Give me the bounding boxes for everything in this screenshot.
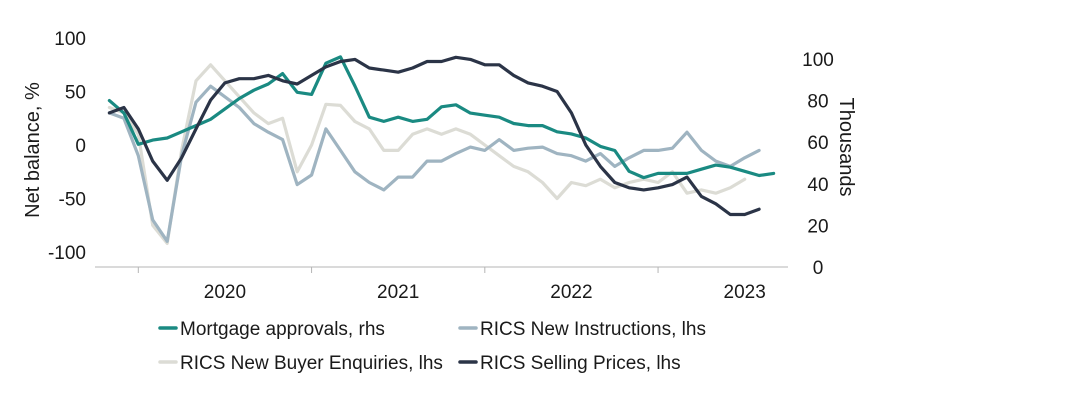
series-layer: [107, 55, 776, 245]
series-line-rics-selling-prices-lhs: [107, 55, 761, 217]
y-right-tick-label: 0: [813, 258, 824, 279]
y-right-tick-label: 80: [807, 92, 828, 113]
legend: Mortgage approvals, rhs RICS New Instruct…: [158, 319, 706, 374]
legend-label: Mortgage approvals, rhs: [180, 319, 385, 340]
x-axis: 2020 2021 2022 2023: [95, 266, 788, 303]
x-tick-label: 2022: [550, 282, 592, 303]
x-tick-label: 2023: [724, 282, 766, 303]
x-tick-label: 2020: [204, 282, 246, 303]
y-axis-left: 100 50 0 -50 -100: [48, 29, 86, 264]
y-left-tick-label: -100: [48, 243, 86, 264]
x-tick-label: 2021: [377, 282, 419, 303]
y-right-tick-label: 40: [807, 175, 828, 196]
legend-label: RICS New Instructions, lhs: [480, 319, 706, 340]
y-right-tick-label: 100: [802, 50, 834, 71]
y-left-tick-label: -50: [59, 190, 86, 211]
y-left-tick-label: 0: [75, 136, 86, 157]
series-line-rics-new-buyer-enquiries-lhs: [107, 63, 747, 245]
y-axis-right: 100 80 60 40 20 0: [802, 50, 834, 279]
legend-label: RICS Selling Prices, lhs: [480, 353, 681, 374]
y-axis-left-title: Net balance, %: [22, 82, 44, 218]
y-axis-right-title: Thousands: [835, 98, 857, 197]
y-right-tick-label: 60: [807, 133, 828, 154]
series-line-mortgage-approvals-rhs: [107, 55, 776, 180]
legend-label: RICS New Buyer Enquiries, lhs: [180, 353, 443, 374]
y-right-tick-label: 20: [807, 216, 828, 237]
y-left-tick-label: 100: [54, 29, 86, 50]
y-left-tick-label: 50: [65, 83, 86, 104]
